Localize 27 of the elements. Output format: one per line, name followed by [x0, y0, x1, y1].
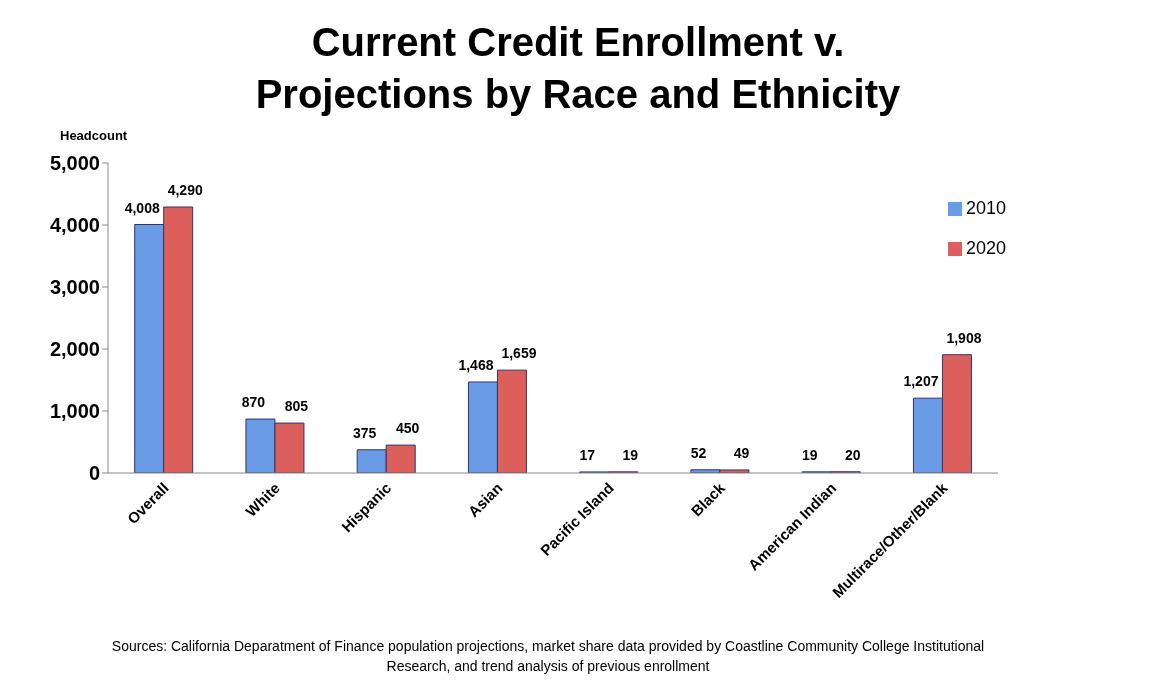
data-label: 1,659 — [501, 345, 537, 362]
data-label: 19 — [801, 446, 818, 463]
legend-label: 2010 — [966, 198, 1007, 218]
data-label: 52 — [690, 444, 707, 461]
data-label: 4,290 — [167, 182, 203, 199]
data-label: 450 — [396, 420, 420, 437]
data-label: 20 — [844, 446, 861, 463]
data-label: 1,207 — [903, 373, 939, 390]
y-tick-label: 2,000 — [49, 338, 100, 361]
y-tick-label: 4,000 — [49, 214, 100, 237]
y-tick-label: 3,000 — [49, 276, 100, 299]
data-label: 1,468 — [458, 356, 494, 373]
data-label: 805 — [284, 398, 309, 415]
data-label: 1,908 — [946, 329, 982, 346]
y-tick-label: 5,000 — [49, 152, 100, 175]
data-label: 19 — [622, 446, 639, 463]
data-label: 375 — [353, 424, 377, 441]
data-label: 4,008 — [124, 199, 160, 216]
chart-title: Current Credit Enrollment v. Projections by Race and Ethnicity — [254, 19, 902, 118]
legend-label: 2020 — [966, 238, 1007, 258]
y-axis-title: Headcount — [60, 128, 128, 143]
data-label: 49 — [733, 444, 750, 461]
data-label: 17 — [579, 446, 596, 463]
source-note: Sources: California Deparatment of Finance population projections, market share data provided by Coastline Community College Institutional Research, and trend analysis of previous enrollment — [110, 637, 986, 676]
y-tick-label: 1,000 — [49, 400, 100, 423]
y-tick-label: 0 — [88, 462, 100, 485]
data-label: 870 — [241, 394, 266, 411]
